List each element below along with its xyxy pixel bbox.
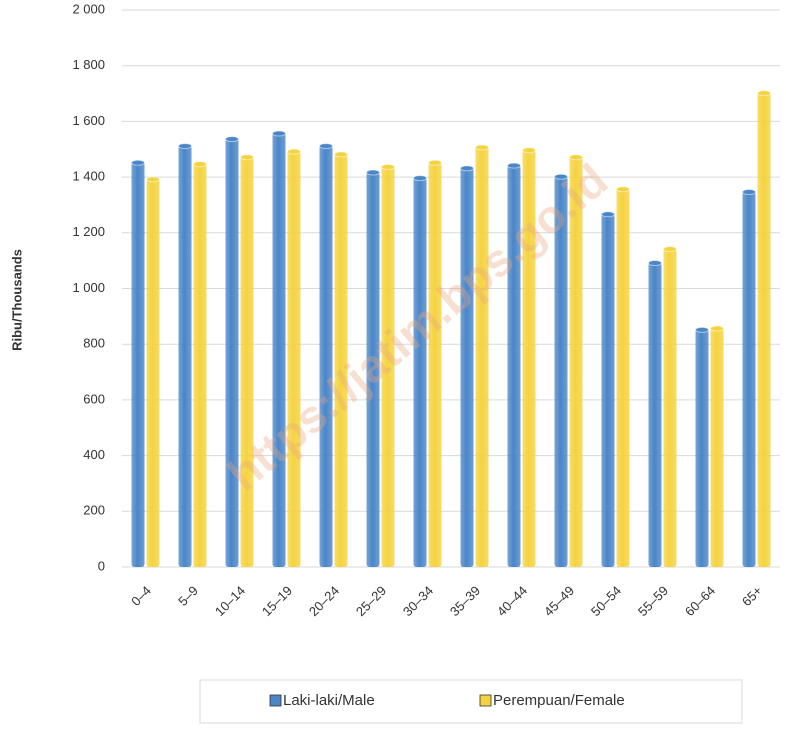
bar-top [225, 136, 239, 143]
bar-top [742, 189, 756, 196]
bar-top [240, 154, 254, 161]
bar-top [507, 162, 521, 169]
x-tick-label: 10–14 [212, 583, 248, 619]
bar-top [663, 246, 677, 253]
bar-top [757, 90, 771, 97]
bar [742, 191, 756, 567]
bar [131, 161, 145, 567]
bar [193, 163, 207, 568]
y-tick-label: 800 [83, 336, 105, 351]
bar [757, 92, 771, 567]
bar [601, 213, 615, 567]
y-axis-title: Ribu/Thousands [9, 249, 24, 351]
bar-top [554, 173, 568, 180]
bar [287, 150, 301, 567]
x-tick-label: 35–39 [447, 583, 483, 619]
x-tick-label: 40–44 [494, 583, 530, 619]
bar-top [475, 144, 489, 151]
bar [146, 178, 160, 567]
x-tick-label: 5–9 [175, 583, 201, 609]
bar [522, 149, 536, 567]
y-tick-label: 1 400 [72, 169, 105, 184]
bar-top [366, 169, 380, 176]
bar [710, 327, 724, 567]
bar [272, 132, 286, 568]
bar [319, 145, 333, 567]
bar [428, 161, 442, 567]
bar-top [319, 143, 333, 150]
legend-label: Laki-laki/Male [283, 692, 375, 709]
y-tick-label: 1 000 [72, 280, 105, 295]
bar [507, 164, 521, 567]
bar-top [334, 151, 348, 158]
y-tick-label: 0 [98, 558, 105, 573]
bar-top [287, 148, 301, 155]
bar-top [146, 176, 160, 183]
bar-top [616, 186, 630, 193]
y-tick-label: 1 800 [72, 57, 105, 72]
x-tick-label: 45–49 [541, 583, 577, 619]
bar [381, 165, 395, 567]
x-tick-label: 50–54 [588, 583, 624, 619]
bar [475, 146, 489, 567]
y-tick-label: 600 [83, 391, 105, 406]
bar-top [272, 130, 286, 137]
bar [334, 153, 348, 568]
bar [240, 156, 254, 567]
y-tick-label: 2 000 [72, 1, 105, 16]
bar [366, 171, 380, 567]
x-tick-label: 0–4 [128, 583, 154, 609]
x-tick-label: 60–64 [682, 583, 718, 619]
bar-top [178, 143, 192, 150]
bar [695, 328, 709, 567]
bar [554, 175, 568, 567]
bar-top [695, 326, 709, 333]
y-tick-label: 200 [83, 503, 105, 518]
x-tick-label: 65+ [739, 583, 765, 609]
bar-top [193, 161, 207, 168]
x-tick-label: 55–59 [635, 583, 671, 619]
bar [616, 188, 630, 568]
bar [648, 262, 662, 567]
bar-top [569, 154, 583, 161]
bar [413, 177, 427, 567]
legend-box [199, 679, 743, 724]
bar [663, 248, 677, 567]
bar-top [601, 211, 615, 218]
bar [178, 145, 192, 567]
y-tick-label: 1 200 [72, 224, 105, 239]
bar-top [710, 325, 724, 332]
x-tick-label: 15–19 [259, 583, 295, 619]
y-tick-label: 400 [83, 447, 105, 462]
bar-top [522, 147, 536, 154]
bar-top [648, 260, 662, 267]
bar-top [460, 165, 474, 172]
x-tick-label: 25–29 [353, 583, 389, 619]
bar [569, 156, 583, 567]
legend-swatch [269, 694, 282, 707]
bar-top [413, 175, 427, 182]
legend-label: Perempuan/Female [493, 692, 625, 709]
bar-top [381, 163, 395, 170]
x-tick-label: 30–34 [400, 583, 436, 619]
bar-top [131, 159, 145, 166]
bar [225, 138, 239, 568]
legend-swatch [479, 694, 492, 707]
bar-top [428, 159, 442, 166]
x-tick-label: 20–24 [306, 583, 342, 619]
y-tick-label: 1 600 [72, 113, 105, 128]
bar [460, 167, 474, 568]
